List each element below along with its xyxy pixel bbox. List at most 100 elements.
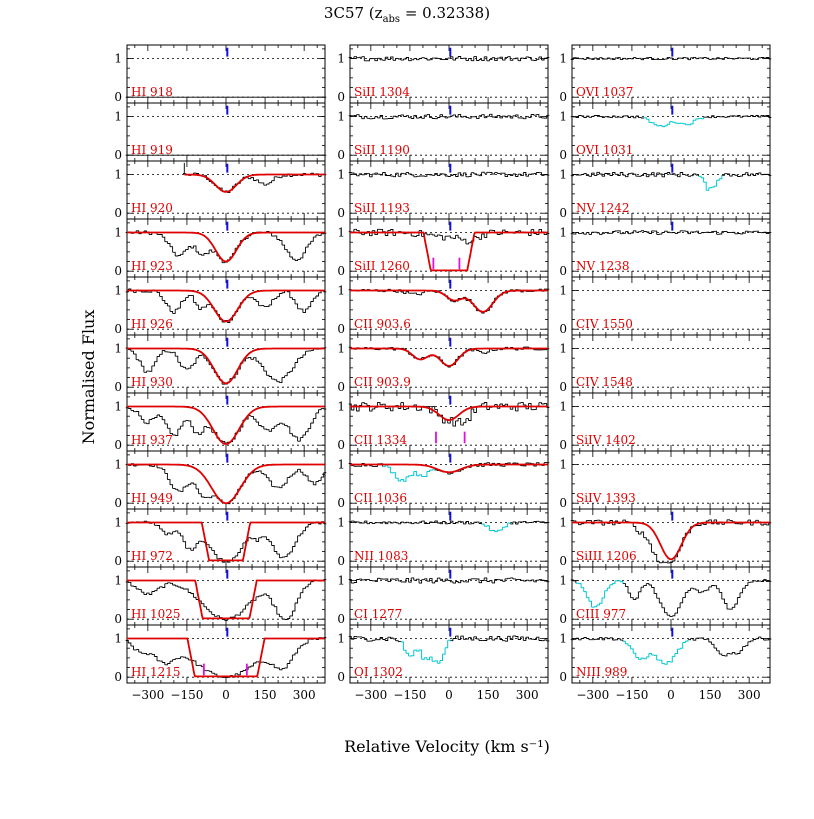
panel-label: NII 1083 (354, 549, 408, 563)
panel-label: HI 930 (131, 375, 173, 389)
panel-hi-926: 0 1 HI 926 (114, 276, 327, 336)
y-tick-label: 1 (337, 284, 345, 298)
panel-hi-1025: 0 1 HI 1025 (114, 566, 327, 626)
fit-model-line (127, 521, 325, 562)
y-tick-label: 0 (337, 380, 345, 394)
panel-label: CII 903.6 (354, 317, 411, 331)
y-tick-label: 1 (114, 52, 122, 66)
panel-label: CII 1036 (354, 491, 407, 505)
y-tick-label: 1 (559, 516, 567, 530)
spectrum-line (570, 56, 772, 61)
blended-spectrum-line (622, 639, 689, 665)
x-tick-label: 150 (699, 688, 722, 702)
y-tick-label: 0 (114, 148, 122, 162)
panel-label: HI 920 (131, 201, 173, 215)
panel-label: SiIII 1206 (576, 549, 637, 563)
y-tick-label: 1 (559, 284, 567, 298)
panel-siiv-1393: 0 1 SiIV 1393 (559, 450, 771, 510)
y-tick-label: 0 (559, 554, 567, 568)
fit-model-line (350, 231, 548, 272)
y-tick-label: 0 (337, 148, 345, 162)
y-tick-label: 0 (114, 438, 122, 452)
y-tick-label: 1 (559, 342, 567, 356)
y-tick-label: 1 (559, 110, 567, 124)
panel-label: OVI 1037 (576, 85, 633, 99)
panel-label: NIII 989 (576, 665, 627, 679)
y-tick-label: 0 (559, 206, 567, 220)
panel-hi-919: 0 1 HI 919 (114, 102, 327, 162)
y-tick-label: 1 (337, 52, 345, 66)
fit-model-line (127, 463, 325, 505)
fit-model-line (127, 405, 325, 445)
blended-spectrum-line (382, 464, 436, 482)
y-tick-label: 0 (559, 264, 567, 278)
panel-hi-920: 0 1 HI 920 (114, 160, 327, 220)
x-tick-label: −150 (393, 688, 426, 702)
y-tick-label: 1 (114, 516, 122, 530)
panel-label: HI 949 (131, 491, 173, 505)
x-tick-label: 150 (477, 688, 500, 702)
fit-model-line (350, 347, 548, 367)
x-tick-label: 300 (293, 688, 316, 702)
panel-label: CI 1277 (354, 607, 402, 621)
y-tick-label: 0 (337, 264, 345, 278)
y-tick-label: 1 (114, 400, 122, 414)
fit-model-line (350, 289, 548, 313)
panel-label: HI 972 (131, 549, 173, 563)
panel-label: SiII 1260 (354, 259, 410, 273)
y-tick-label: 1 (337, 342, 345, 356)
spectrum-line (570, 230, 772, 235)
spectrum-line (348, 56, 550, 62)
fit-model-line (127, 579, 325, 620)
x-tick-label: 150 (254, 688, 277, 702)
panel-nii-1083: 0 1 NII 1083 (337, 508, 550, 568)
spectrum-line (348, 113, 550, 120)
panel-hi-923: 0 1 HI 923 (114, 218, 327, 278)
x-tick-label: −300 (576, 688, 609, 702)
y-tick-label: 1 (337, 168, 345, 182)
panel-nv-1242: 0 1 NV 1242 (559, 160, 772, 220)
fit-model-line (572, 521, 770, 561)
y-tick-label: 1 (559, 574, 567, 588)
y-tick-label: 1 (114, 342, 122, 356)
fit-model-line (350, 405, 548, 422)
x-tick-label: −300 (354, 688, 387, 702)
chart-title: 3C57 (zabs = 0.32338) (324, 4, 490, 25)
y-tick-label: 0 (114, 554, 122, 568)
y-tick-label: 1 (559, 400, 567, 414)
y-tick-label: 0 (114, 612, 122, 626)
y-tick-label: 1 (337, 516, 345, 530)
y-tick-label: 1 (114, 168, 122, 182)
y-tick-label: 0 (559, 496, 567, 510)
y-tick-label: 1 (114, 226, 122, 240)
blended-spectrum-line (643, 117, 705, 128)
panel-label: CII 903.9 (354, 375, 411, 389)
y-tick-label: 0 (559, 670, 567, 684)
y-tick-label: 0 (337, 206, 345, 220)
y-tick-label: 1 (337, 574, 345, 588)
y-tick-label: 0 (337, 322, 345, 336)
spectrum-line (348, 577, 550, 584)
panel-label: HI 918 (131, 85, 173, 99)
x-tick-label: 0 (222, 688, 230, 702)
blended-spectrum-line (481, 522, 511, 533)
panel-siiii-1206: 0 1 SiIII 1206 (559, 508, 772, 568)
spectrum-line (348, 520, 550, 525)
y-tick-label: 1 (337, 226, 345, 240)
y-tick-label: 0 (114, 322, 122, 336)
y-tick-label: 0 (337, 438, 345, 452)
fit-model-line (350, 463, 548, 474)
panel-hi-930: 0 1 HI 930 (114, 334, 327, 394)
y-tick-label: 1 (559, 168, 567, 182)
panel-label: SiIV 1393 (576, 491, 636, 505)
panel-label: NV 1238 (576, 259, 630, 273)
x-tick-label: 300 (738, 688, 761, 702)
y-tick-label: 0 (559, 148, 567, 162)
spectrum-line (125, 637, 327, 679)
panel-siii-1193: 0 1 SiII 1193 (337, 160, 550, 220)
y-tick-label: 0 (559, 90, 567, 104)
x-tick-label: 0 (667, 688, 675, 702)
spectrum-line (570, 636, 772, 657)
y-axis-label: Normalised Flux (79, 310, 98, 445)
